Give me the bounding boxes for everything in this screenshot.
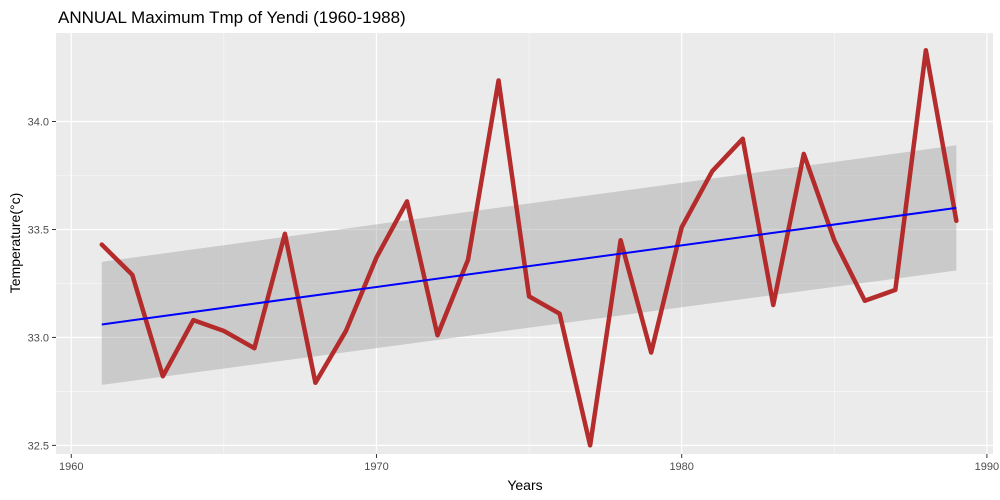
data-point	[588, 443, 592, 447]
data-point	[283, 232, 287, 236]
data-point	[222, 329, 226, 333]
y-tick-label: 33.0	[28, 332, 49, 344]
data-point	[466, 257, 470, 261]
data-point	[649, 350, 653, 354]
data-point	[435, 333, 439, 337]
data-point	[557, 311, 561, 315]
data-point	[832, 238, 836, 242]
data-point	[771, 303, 775, 307]
data-point	[313, 381, 317, 385]
data-point	[741, 137, 745, 141]
data-point	[527, 294, 531, 298]
data-point	[618, 238, 622, 242]
x-axis-ticks: 1960 1970 1980 1990	[59, 454, 999, 473]
series-line	[99, 48, 959, 448]
y-axis-title: Temperature(°c)	[7, 193, 23, 294]
y-tick-label: 33.5	[28, 224, 49, 236]
y-tick-label: 32.5	[28, 440, 49, 452]
y-tick-label: 34.0	[28, 117, 49, 129]
data-point	[252, 346, 256, 350]
data-point	[161, 374, 165, 378]
data-point	[954, 219, 958, 223]
x-tick-label: 1960	[59, 461, 83, 473]
data-point	[863, 299, 867, 303]
data-point	[374, 255, 378, 259]
data-point	[924, 48, 928, 52]
x-tick-label: 1990	[975, 461, 999, 473]
x-axis-title: Years	[507, 477, 542, 493]
series-path	[99, 48, 959, 448]
major-gridlines	[56, 33, 993, 454]
data-point	[893, 288, 897, 292]
data-point	[344, 329, 348, 333]
data-point	[100, 242, 104, 246]
data-point	[679, 225, 683, 229]
data-point	[802, 152, 806, 156]
data-point	[130, 273, 134, 277]
trend-line	[101, 206, 957, 326]
chart-title: ANNUAL Maximum Tmp of Yendi (1960-1988)	[58, 8, 406, 27]
x-tick-label: 1970	[364, 461, 388, 473]
y-axis-ticks: 32.5 33.0 33.5 34.0	[28, 117, 56, 452]
data-point	[191, 318, 195, 322]
data-point	[710, 169, 714, 173]
data-point	[496, 78, 500, 82]
x-tick-label: 1980	[669, 461, 693, 473]
confidence-band	[101, 145, 957, 385]
data-point	[405, 199, 409, 203]
